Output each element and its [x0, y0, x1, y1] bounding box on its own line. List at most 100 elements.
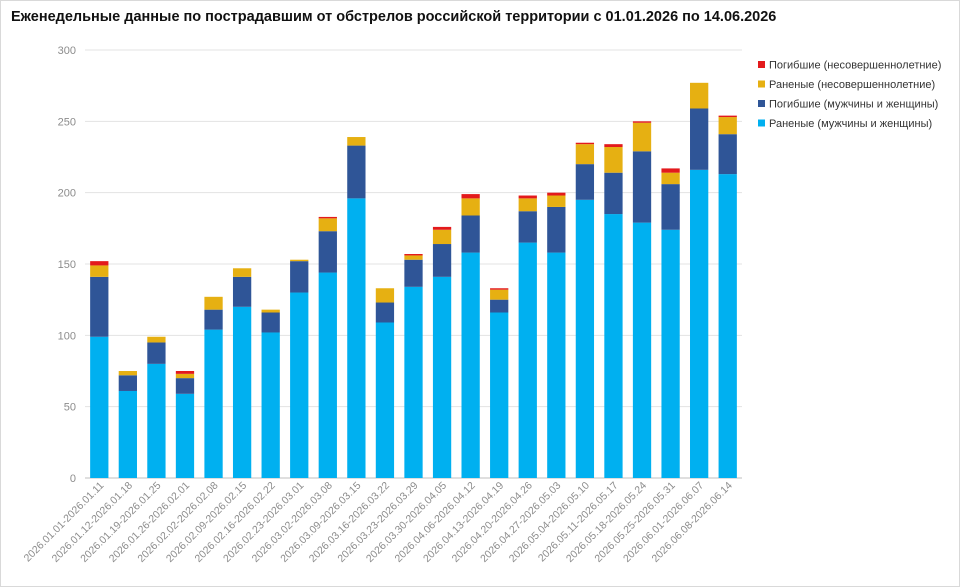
bar-segment-3-20: [661, 168, 680, 173]
bar-segment-2-3: [175, 373, 195, 379]
bar-segment-1-12: [432, 244, 452, 277]
bar-segment-2-4: [204, 296, 223, 310]
bar-segment-3-11: [404, 254, 423, 256]
bars: [90, 82, 737, 479]
bar-segment-2-0: [90, 265, 109, 277]
bar-segment-2-18: [604, 147, 623, 173]
bar-segment-3-17: [575, 142, 595, 145]
bar-segment-0-16: [547, 252, 566, 478]
bar-segment-1-2: [147, 342, 166, 364]
bar-segment-2-13: [461, 198, 480, 216]
bar-segment-0-11: [404, 286, 423, 478]
bar-segment-0-13: [461, 252, 480, 478]
bar-segment-0-14: [490, 312, 509, 478]
y-tick-label: 100: [58, 330, 76, 342]
bar-segment-2-22: [718, 117, 737, 135]
bar-segment-1-6: [261, 312, 280, 333]
bar-segment-0-19: [632, 222, 652, 478]
bar-segment-3-22: [718, 115, 737, 118]
y-tick-label: 50: [64, 402, 76, 414]
bar-segment-1-14: [490, 299, 509, 313]
bar-segment-2-6: [261, 309, 280, 313]
bar-segment-1-15: [518, 211, 537, 243]
bar-segment-1-18: [604, 172, 623, 215]
bar-segment-2-11: [404, 255, 423, 260]
bar-segment-2-17: [575, 144, 595, 165]
bar-segment-0-10: [375, 322, 395, 478]
bar-segment-1-20: [661, 184, 680, 230]
y-tick-label: 250: [58, 116, 76, 128]
bar-segment-2-19: [632, 122, 652, 152]
bar-segment-2-7: [290, 259, 309, 262]
bar-segment-2-16: [547, 195, 566, 207]
bar-segment-0-3: [175, 393, 195, 478]
bar-segment-0-2: [147, 363, 166, 478]
bar-segment-3-14: [490, 288, 509, 290]
legend-label: Раненые (несовершеннолетние): [769, 79, 935, 91]
bar-segment-0-0: [90, 336, 109, 478]
bar-segment-0-18: [604, 214, 623, 479]
bar-segment-2-10: [375, 288, 395, 303]
bar-segment-0-7: [290, 292, 309, 478]
legend-label: Погибшие (мужчины и женщины): [769, 99, 938, 111]
bar-segment-2-20: [661, 172, 680, 185]
bar-segment-3-3: [175, 371, 195, 374]
legend-swatch: [758, 119, 765, 127]
bar-segment-1-13: [461, 215, 480, 253]
bar-segment-0-9: [347, 198, 366, 478]
bar-segment-1-17: [575, 164, 595, 200]
bar-segment-1-10: [375, 302, 395, 323]
bar-segment-1-1: [118, 375, 137, 391]
bar-segment-1-5: [232, 276, 252, 307]
bar-segment-2-21: [690, 82, 709, 109]
legend-label: Раненые (мужчины и женщины): [769, 118, 932, 130]
bar-segment-0-21: [690, 169, 709, 478]
bar-segment-0-5: [232, 306, 252, 478]
y-tick-label: 300: [58, 45, 76, 57]
bar-segment-2-5: [232, 268, 252, 277]
chart-title: Еженедельные данные по пострадавшим от о…: [11, 9, 777, 25]
bar-segment-0-1: [118, 390, 137, 478]
bar-segment-2-9: [347, 137, 366, 146]
y-tick-label: 0: [70, 473, 76, 485]
bar-segment-1-22: [718, 134, 737, 175]
bar-segment-3-13: [461, 194, 480, 199]
bar-segment-2-12: [432, 229, 452, 245]
bar-segment-2-15: [518, 198, 537, 212]
bar-segment-2-2: [147, 336, 166, 343]
bar-segment-3-0: [90, 261, 109, 266]
bar-segment-1-21: [690, 108, 709, 170]
bar-segment-1-0: [90, 276, 109, 337]
bar-segment-3-19: [632, 121, 652, 123]
bar-segment-1-8: [318, 231, 337, 273]
x-axis-tick-labels: 2026.01.01-2026.01.112026.01.12-2026.01.…: [22, 480, 735, 565]
bar-segment-1-9: [347, 145, 366, 199]
bar-segment-3-18: [604, 144, 623, 148]
bar-segment-3-8: [318, 216, 337, 219]
bar-segment-1-19: [632, 151, 652, 223]
bar-segment-0-15: [518, 242, 537, 478]
y-axis-tick-labels: 0 50 100 150 200 250 300: [58, 45, 76, 485]
legend-swatch: [758, 100, 765, 107]
legend-swatch: [758, 80, 765, 88]
legend: Погибшие (несовершеннолетние) Раненые (не…: [758, 60, 941, 130]
bar-segment-2-14: [490, 289, 509, 300]
bar-segment-1-16: [547, 206, 566, 253]
bar-segment-0-20: [661, 229, 680, 478]
bar-segment-1-3: [175, 378, 195, 394]
bar-segment-1-4: [204, 309, 223, 330]
bar-segment-3-12: [432, 226, 452, 230]
legend-swatch: [758, 61, 765, 68]
bar-segment-0-12: [432, 276, 452, 478]
bar-segment-0-4: [204, 329, 223, 478]
bar-segment-0-22: [718, 174, 737, 478]
bar-segment-0-6: [261, 332, 280, 478]
bar-segment-0-8: [318, 272, 337, 478]
bar-segment-2-1: [118, 371, 137, 376]
legend-label: Погибшие (несовершеннолетние): [769, 60, 941, 72]
bar-segment-1-11: [404, 259, 423, 287]
bar-segment-3-15: [518, 195, 537, 199]
bar-segment-2-8: [318, 218, 337, 232]
